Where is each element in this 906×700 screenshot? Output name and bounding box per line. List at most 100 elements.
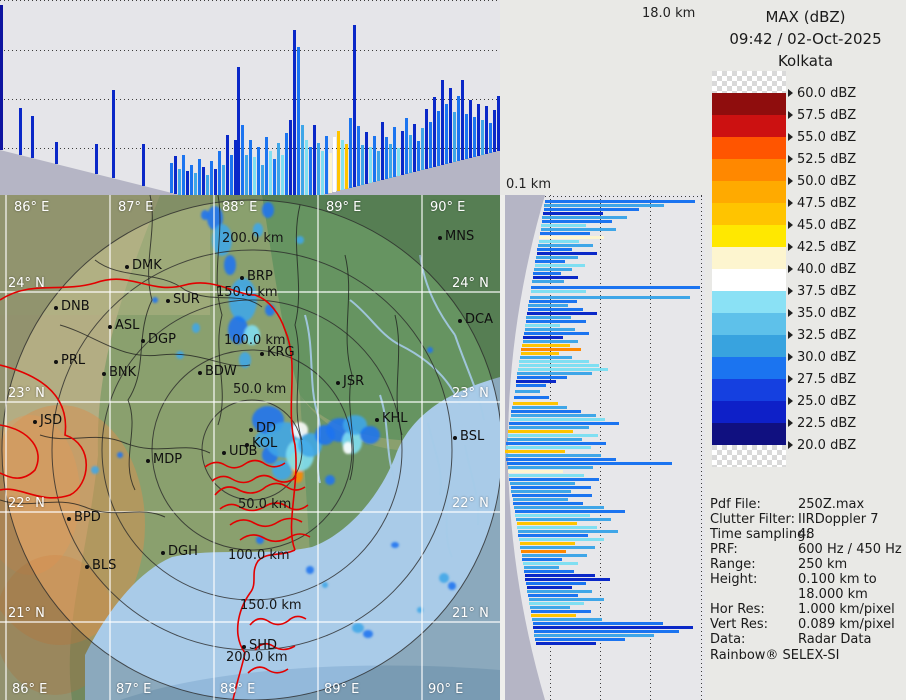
echo-bar <box>529 300 577 303</box>
echo-bar <box>529 296 690 299</box>
range-ring-label: 200.0 km <box>226 650 288 665</box>
echo-bar <box>526 582 587 585</box>
echo-bar <box>517 530 618 533</box>
scale-level-label: 22.5 dBZ <box>797 415 857 431</box>
echo-bar <box>527 590 593 593</box>
scale-tick: 55.0 dBZ <box>788 129 856 145</box>
echo-bar <box>510 418 606 421</box>
scale-swatch <box>712 357 786 379</box>
city-marker <box>242 645 246 649</box>
latitude-label: 22° N <box>452 496 489 511</box>
echo-bar <box>514 510 625 513</box>
scale-level-label: 27.5 dBZ <box>797 371 857 387</box>
echo-bar <box>190 165 193 195</box>
scale-swatch <box>712 247 786 269</box>
tick-arrow-icon <box>788 331 793 339</box>
echo-bar <box>230 155 233 195</box>
longitude-label: 90° E <box>428 682 464 697</box>
scale-level-label: 60.0 dBZ <box>797 85 857 101</box>
metadata-label: Hor Res: <box>710 602 765 617</box>
longitude-label: 86° E <box>14 200 50 215</box>
city-marker <box>166 299 170 303</box>
longitude-label: 88° E <box>220 682 256 697</box>
echo-bar <box>510 414 596 417</box>
echo-bar <box>381 121 384 180</box>
scale-swatch <box>712 225 786 247</box>
city-marker <box>198 371 202 375</box>
city-marker <box>458 319 462 323</box>
echo-bar <box>537 244 593 247</box>
city-label: BRP <box>247 269 273 284</box>
tick-arrow-icon <box>788 177 793 185</box>
echo-bar <box>301 125 304 195</box>
city-label: KRG <box>267 345 295 360</box>
echo-bar <box>530 290 586 293</box>
metadata-label: Pdf File: <box>710 497 761 512</box>
echo-bar <box>541 220 612 223</box>
scale-swatch <box>712 137 786 159</box>
height-min-label: 0.1 km <box>506 177 551 192</box>
echo-bar <box>521 348 582 351</box>
echo-bar <box>489 122 492 153</box>
echo-bar <box>525 324 561 327</box>
scale-level-label: 35.0 dBZ <box>797 305 857 321</box>
echo-bar <box>493 109 496 152</box>
echo-bar <box>297 47 300 195</box>
city-marker <box>108 325 112 329</box>
range-ring-label: 100.0 km <box>224 333 286 348</box>
scale-level-label: 25.0 dBZ <box>797 393 857 409</box>
gridline <box>600 195 601 700</box>
echo-bar <box>206 175 209 195</box>
echo-bar <box>533 272 562 275</box>
scale-level-label: 50.0 dBZ <box>797 173 857 189</box>
metadata-label: Clutter Filter: <box>710 512 795 527</box>
echo-bar <box>545 200 695 203</box>
metadata-block: Pdf File: 250Z.max Clutter Filter: IIRDoppl… <box>705 0 906 700</box>
echo-bar <box>519 360 590 363</box>
echo-bar <box>433 96 436 167</box>
latitude-label: 22° N <box>8 496 45 511</box>
city-label: DMK <box>132 258 162 273</box>
city-marker <box>54 360 58 364</box>
echo-bar <box>517 372 593 375</box>
longitude-label: 89° E <box>326 200 362 215</box>
city-label: SHD <box>249 638 278 653</box>
scale-swatch <box>712 379 786 401</box>
city-marker <box>240 276 244 280</box>
range-ring-label: 100.0 km <box>228 548 290 563</box>
city-label: ASL <box>115 318 140 333</box>
echo-bar <box>309 147 312 195</box>
tick-arrow-icon <box>788 89 793 97</box>
top-echo-bars <box>0 0 500 195</box>
echo-bar <box>535 638 626 641</box>
echo-bar <box>513 506 604 509</box>
tick-arrow-icon <box>788 353 793 361</box>
scale-swatch <box>712 335 786 357</box>
scale-level-label: 30.0 dBZ <box>797 349 857 365</box>
echo-bar <box>523 566 559 569</box>
echo-bar <box>405 117 408 174</box>
tick-arrow-icon <box>788 375 793 383</box>
echo-bar <box>369 146 372 183</box>
tick-arrow-icon <box>788 111 793 119</box>
legend-panel: MAX (dBZ) 09:42 / 02-Oct-2025 Kolkata 60… <box>705 0 906 700</box>
echo-bar <box>317 143 320 195</box>
echo-bar <box>413 123 416 172</box>
echo-bar <box>506 442 607 445</box>
latitude-label: 24° N <box>8 276 45 291</box>
echo-bar <box>285 133 288 195</box>
echo-bar <box>425 108 428 169</box>
scale-swatch <box>712 181 786 203</box>
echo-bar <box>508 474 584 477</box>
city-marker <box>375 418 379 422</box>
city-label: DGP <box>148 332 176 347</box>
echo-bar <box>528 304 569 307</box>
echo-bar <box>345 143 348 189</box>
echo-bar <box>465 113 468 159</box>
echo-bar <box>437 110 440 166</box>
echo-bar <box>182 155 185 195</box>
echo-bar <box>469 99 472 158</box>
echo-bar <box>512 498 568 501</box>
echo-bar <box>194 173 197 195</box>
product-title: MAX (dBZ) <box>765 8 846 26</box>
